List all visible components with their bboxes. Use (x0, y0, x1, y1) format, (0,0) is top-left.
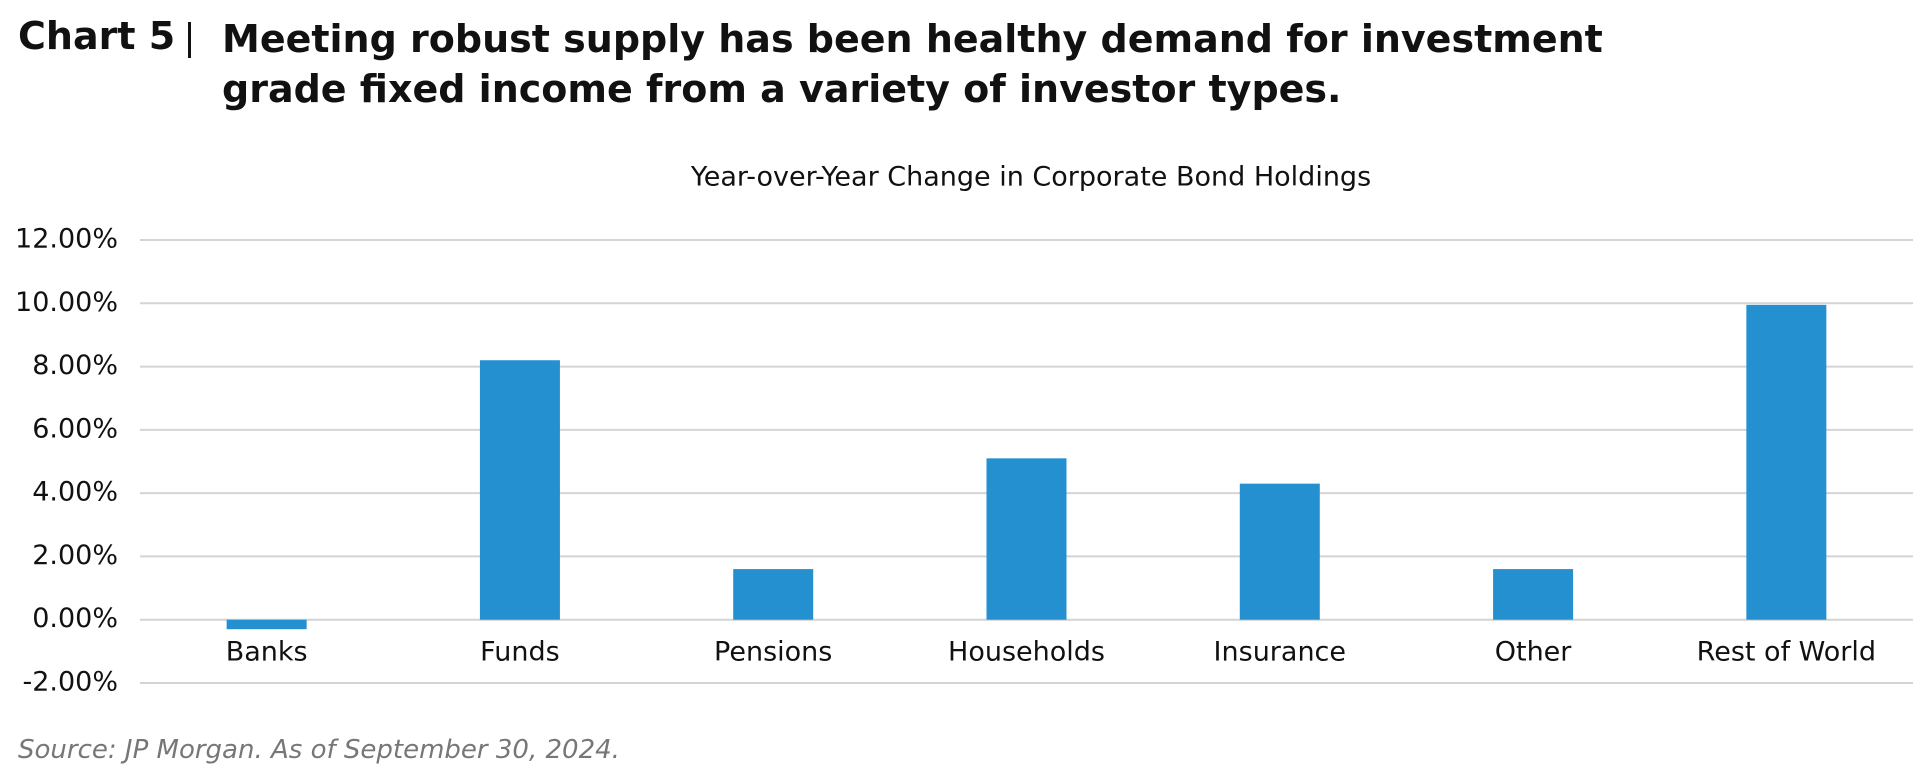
x-tick-label: Insurance (1214, 637, 1346, 668)
x-tick-label: Banks (226, 637, 308, 668)
bar (733, 569, 814, 620)
x-tick-label: Funds (480, 637, 559, 668)
y-tick-label: 2.00% (32, 540, 118, 571)
y-tick-label: -2.00% (22, 667, 118, 698)
chart-title: Year-over-Year Change in Corporate Bond … (690, 162, 1371, 193)
y-tick-label: 6.00% (32, 413, 118, 444)
x-tick-label: Rest of World (1697, 637, 1876, 668)
bar (986, 458, 1067, 620)
x-tick-label: Pensions (714, 637, 832, 668)
bar (1493, 569, 1574, 620)
y-tick-label: 10.00% (15, 287, 118, 318)
y-tick-label: 4.00% (32, 477, 118, 508)
y-tick-label: 0.00% (32, 603, 118, 634)
headline: Meeting robust supply has been healthy d… (222, 17, 1603, 111)
bar (1746, 304, 1827, 620)
bar (479, 360, 560, 620)
x-tick-label: Households (948, 637, 1105, 668)
chart-label: Chart 5 (18, 14, 176, 58)
source-note: Source: JP Morgan. As of September 30, 2… (18, 735, 620, 765)
bar (226, 619, 307, 630)
y-tick-label: 8.00% (32, 350, 118, 381)
y-tick-label: 12.00% (15, 224, 118, 255)
bar (1239, 483, 1320, 620)
x-tick-label: Other (1495, 637, 1573, 668)
separator (188, 22, 191, 58)
